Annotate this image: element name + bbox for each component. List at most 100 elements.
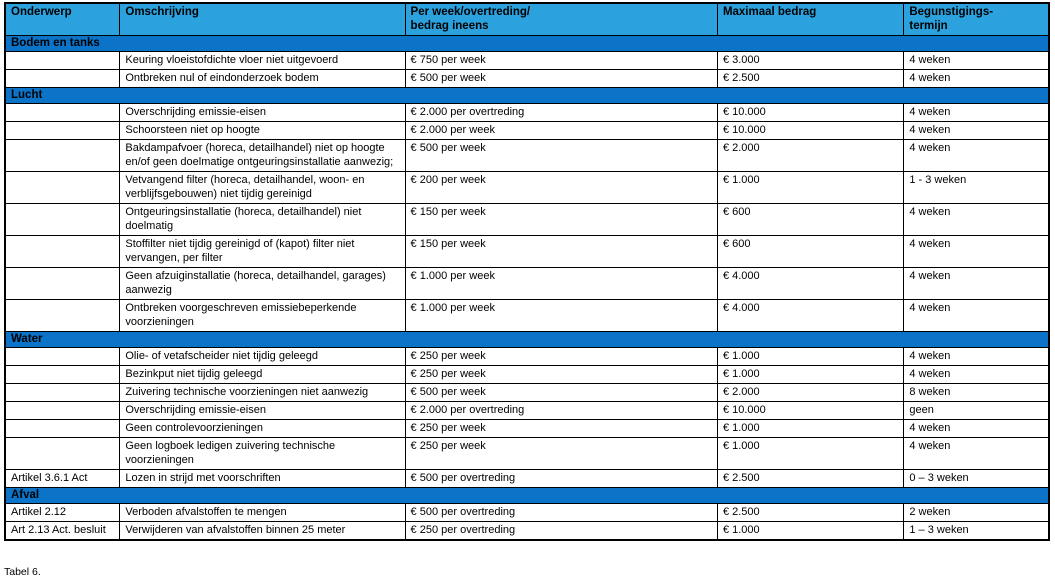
cell-per_week: € 250 per overtreding <box>404 521 718 541</box>
cell-onderwerp: Artikel 2.12 <box>4 503 121 522</box>
cell-per_week: € 500 per overtreding <box>404 503 718 522</box>
cell-maximaal: € 2.500 <box>716 69 905 88</box>
cell-termijn: 4 weken <box>903 365 1050 384</box>
cell-omschrijving: Geen controlevoorzieningen <box>119 419 406 438</box>
cell-maximaal: € 4.000 <box>716 299 905 332</box>
cell-termijn: 0 – 3 weken <box>903 469 1050 488</box>
table-row: Geen afzuiginstallatie (horeca, detailha… <box>4 267 1050 300</box>
cell-maximaal: € 2.500 <box>716 503 905 522</box>
table-row: Vetvangend filter (horeca, detailhandel,… <box>4 171 1050 204</box>
cell-per_week: € 2.000 per week <box>404 121 718 140</box>
cell-termijn: 2 weken <box>903 503 1050 522</box>
cell-termijn: 1 - 3 weken <box>903 171 1050 204</box>
cell-onderwerp <box>4 235 121 268</box>
cell-termijn: 4 weken <box>903 235 1050 268</box>
cell-onderwerp <box>4 171 121 204</box>
cell-per_week: € 150 per week <box>404 235 718 268</box>
table-row: Ontbreken nul of eindonderzoek bodem € 50… <box>4 69 1050 88</box>
cell-maximaal: € 2.500 <box>716 469 905 488</box>
table-row: Artikel 2.12 Verboden afvalstoffen te men… <box>4 503 1050 522</box>
cell-maximaal: € 2.000 <box>716 383 905 402</box>
cell-per_week: € 2.000 per overtreding <box>404 103 718 122</box>
cell-maximaal: € 1.000 <box>716 347 905 366</box>
cell-maximaal: € 1.000 <box>716 437 905 470</box>
cell-maximaal: € 10.000 <box>716 121 905 140</box>
cell-omschrijving: Vetvangend filter (horeca, detailhandel,… <box>119 171 406 204</box>
cell-onderwerp <box>4 51 121 70</box>
cell-per_week: € 250 per week <box>404 347 718 366</box>
cell-termijn: 4 weken <box>903 419 1050 438</box>
cell-termijn: 4 weken <box>903 299 1050 332</box>
cell-onderwerp <box>4 139 121 172</box>
column-header-begunstigingstermijn: Begunstigings- termijn <box>903 2 1050 36</box>
section-title: Afval <box>4 487 1050 504</box>
cell-maximaal: € 1.000 <box>716 365 905 384</box>
table-row: Geen logboek ledigen zuivering technisch… <box>4 437 1050 470</box>
table-row: Artikel 3.6.1 Act Lozen in strijd met voo… <box>4 469 1050 488</box>
cell-per_week: € 500 per overtreding <box>404 469 718 488</box>
cell-per_week: € 250 per week <box>404 365 718 384</box>
cell-per_week: € 750 per week <box>404 51 718 70</box>
cell-per_week: € 1.000 per week <box>404 267 718 300</box>
cell-onderwerp <box>4 203 121 236</box>
cell-onderwerp: Artikel 3.6.1 Act <box>4 469 121 488</box>
table-row: Art 2.13 Act. besluit Verwijderen van afv… <box>4 521 1050 541</box>
cell-per_week: € 250 per week <box>404 419 718 438</box>
column-header-per-week: Per week/overtreding/ bedrag ineens <box>404 2 718 36</box>
column-header-maximaal-bedrag: Maximaal bedrag <box>716 2 905 36</box>
cell-termijn: 4 weken <box>903 69 1050 88</box>
cell-omschrijving: Overschrijding emissie-eisen <box>119 103 406 122</box>
table-row: Ontgeuringsinstallatie (horeca, detailha… <box>4 203 1050 236</box>
cell-termijn: geen <box>903 401 1050 420</box>
penalty-table: Onderwerp Omschrijving Per week/overtred… <box>4 2 1050 541</box>
table-row: Geen controlevoorzieningen € 250 per week… <box>4 419 1050 438</box>
cell-onderwerp <box>4 69 121 88</box>
table-row: Olie- of vetafscheider niet tijdig gelee… <box>4 347 1050 366</box>
table-row: Keuring vloeistofdichte vloer niet uitge… <box>4 51 1050 70</box>
section-row: Water <box>4 331 1050 348</box>
cell-omschrijving: Ontbreken nul of eindonderzoek bodem <box>119 69 406 88</box>
cell-termijn: 4 weken <box>903 139 1050 172</box>
cell-maximaal: € 3.000 <box>716 51 905 70</box>
cell-per_week: € 1.000 per week <box>404 299 718 332</box>
cell-termijn: 4 weken <box>903 347 1050 366</box>
cell-maximaal: € 10.000 <box>716 401 905 420</box>
cell-termijn: 4 weken <box>903 267 1050 300</box>
column-header-omschrijving: Omschrijving <box>119 2 406 36</box>
cell-termijn: 4 weken <box>903 103 1050 122</box>
table-header: Onderwerp Omschrijving Per week/overtred… <box>4 2 1050 36</box>
cell-onderwerp <box>4 401 121 420</box>
cell-omschrijving: Olie- of vetafscheider niet tijdig gelee… <box>119 347 406 366</box>
cell-onderwerp <box>4 365 121 384</box>
cell-maximaal: € 2.000 <box>716 139 905 172</box>
cell-onderwerp <box>4 419 121 438</box>
cell-maximaal: € 600 <box>716 203 905 236</box>
table-row: Overschrijding emissie-eisen € 2.000 per … <box>4 103 1050 122</box>
cell-onderwerp <box>4 299 121 332</box>
cell-onderwerp <box>4 437 121 470</box>
cell-omschrijving: Verwijderen van afvalstoffen binnen 25 m… <box>119 521 406 541</box>
cell-per_week: € 200 per week <box>404 171 718 204</box>
cell-onderwerp: Art 2.13 Act. besluit <box>4 521 121 541</box>
cell-per_week: € 2.000 per overtreding <box>404 401 718 420</box>
cell-per_week: € 500 per week <box>404 69 718 88</box>
cell-maximaal: € 1.000 <box>716 171 905 204</box>
table-row: Bezinkput niet tijdig geleegd € 250 per w… <box>4 365 1050 384</box>
table-row: Schoorsteen niet op hoogte € 2.000 per we… <box>4 121 1050 140</box>
cell-onderwerp <box>4 347 121 366</box>
cell-termijn: 4 weken <box>903 437 1050 470</box>
section-row: Bodem en tanks <box>4 35 1050 52</box>
cell-maximaal: € 600 <box>716 235 905 268</box>
column-header-onderwerp: Onderwerp <box>4 2 121 36</box>
table-row: Overschrijding emissie-eisen € 2.000 per … <box>4 401 1050 420</box>
cell-omschrijving: Stoffilter niet tijdig gereinigd of (kap… <box>119 235 406 268</box>
cell-omschrijving: Ontbreken voorgeschreven emissiebeperken… <box>119 299 406 332</box>
cell-onderwerp <box>4 103 121 122</box>
cell-termijn: 8 weken <box>903 383 1050 402</box>
cell-omschrijving: Geen afzuiginstallatie (horeca, detailha… <box>119 267 406 300</box>
cell-termijn: 4 weken <box>903 203 1050 236</box>
table-row: Zuivering technische voorzieningen niet … <box>4 383 1050 402</box>
table-row: Ontbreken voorgeschreven emissiebeperken… <box>4 299 1050 332</box>
cell-maximaal: € 10.000 <box>716 103 905 122</box>
